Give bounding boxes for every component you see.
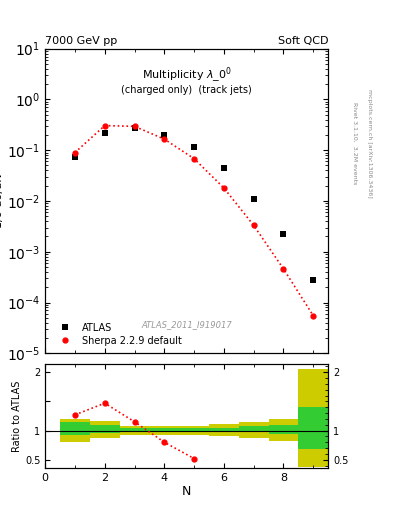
X-axis label: N: N: [182, 485, 191, 498]
Sherpa 2.2.9 default: [192, 156, 196, 162]
ATLAS: [103, 130, 107, 136]
Sherpa 2.2.9 default: [132, 123, 137, 130]
Text: Rivet 3.1.10,  3.2M events: Rivet 3.1.10, 3.2M events: [352, 102, 357, 184]
Text: Multiplicity $\lambda\_0^0$: Multiplicity $\lambda\_0^0$: [142, 66, 231, 85]
Text: (charged only)  (track jets): (charged only) (track jets): [121, 85, 252, 95]
Legend: ATLAS, Sherpa 2.2.9 default: ATLAS, Sherpa 2.2.9 default: [50, 319, 185, 349]
Sherpa 2.2.9 default: [103, 122, 107, 129]
ATLAS: [162, 132, 167, 138]
Sherpa 2.2.9 default: [73, 150, 77, 156]
Sherpa 2.2.9 default: [162, 136, 167, 142]
Line: Sherpa 2.2.9 default: Sherpa 2.2.9 default: [73, 123, 316, 318]
Sherpa 2.2.9 default: [311, 313, 316, 319]
ATLAS: [192, 144, 196, 150]
Text: 7000 GeV pp: 7000 GeV pp: [45, 36, 118, 46]
Y-axis label: Ratio to ATLAS: Ratio to ATLAS: [12, 380, 22, 452]
ATLAS: [311, 276, 316, 283]
Sherpa 2.2.9 default: [281, 266, 286, 272]
ATLAS: [281, 231, 286, 238]
Sherpa 2.2.9 default: [222, 185, 226, 191]
Text: mcplots.cern.ch [arXiv:1306.3436]: mcplots.cern.ch [arXiv:1306.3436]: [367, 89, 373, 198]
Text: ATLAS_2011_I919017: ATLAS_2011_I919017: [141, 320, 232, 329]
Y-axis label: 1/σ dσ/dN: 1/σ dσ/dN: [0, 174, 4, 228]
ATLAS: [222, 165, 226, 171]
ATLAS: [132, 125, 137, 132]
ATLAS: [73, 154, 77, 160]
Text: Soft QCD: Soft QCD: [278, 36, 328, 46]
Sherpa 2.2.9 default: [252, 222, 256, 228]
Line: ATLAS: ATLAS: [72, 125, 317, 283]
ATLAS: [252, 196, 256, 202]
